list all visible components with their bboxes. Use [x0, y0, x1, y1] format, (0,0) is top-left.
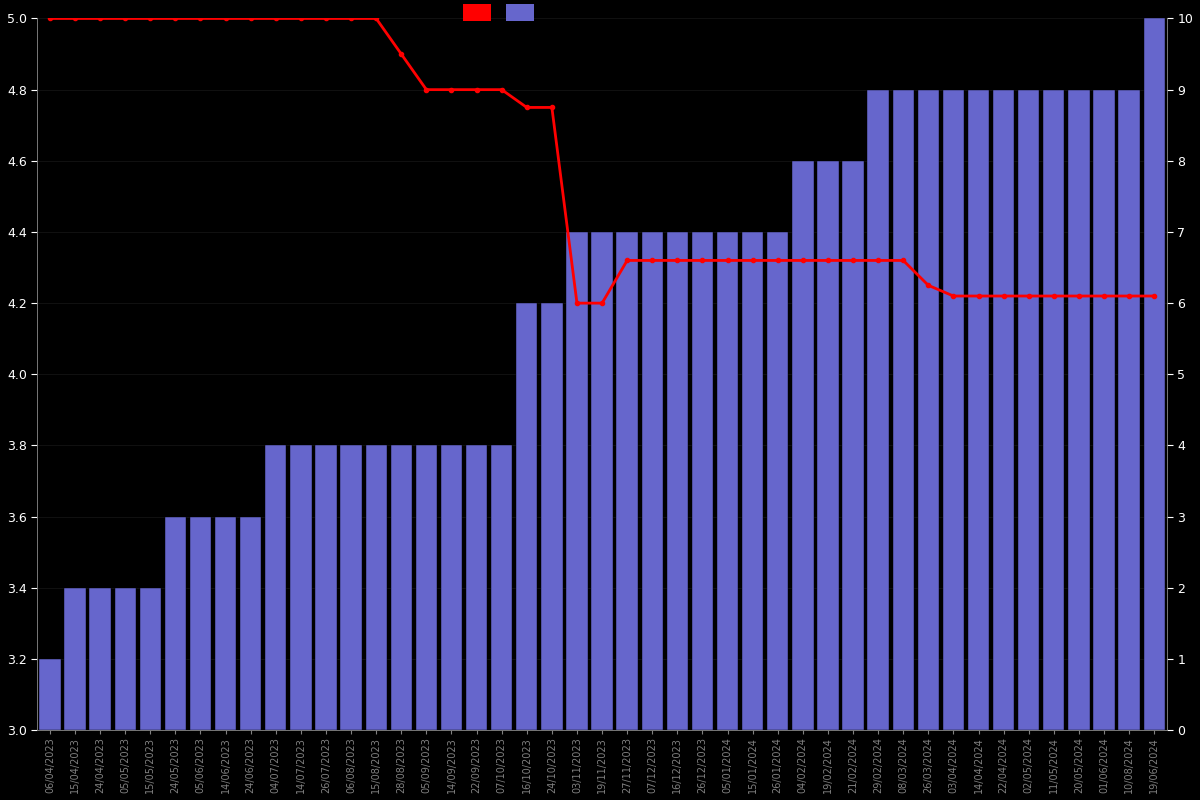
- Bar: [366, 446, 386, 730]
- Bar: [592, 232, 613, 730]
- Bar: [40, 659, 60, 730]
- Bar: [215, 517, 236, 730]
- Bar: [415, 446, 437, 730]
- Bar: [139, 588, 161, 730]
- Bar: [1068, 90, 1090, 730]
- Bar: [1144, 18, 1165, 730]
- Bar: [868, 90, 889, 730]
- Bar: [90, 588, 110, 730]
- Bar: [240, 517, 262, 730]
- Bar: [341, 446, 361, 730]
- Bar: [893, 90, 914, 730]
- Bar: [742, 232, 763, 730]
- Bar: [943, 90, 964, 730]
- Bar: [316, 446, 337, 730]
- Bar: [440, 446, 462, 730]
- Bar: [164, 517, 186, 730]
- Bar: [767, 232, 788, 730]
- Legend: , : ,: [463, 4, 538, 21]
- Bar: [265, 446, 287, 730]
- Bar: [667, 232, 688, 730]
- Bar: [918, 90, 940, 730]
- Bar: [65, 588, 85, 730]
- Bar: [566, 232, 588, 730]
- Bar: [992, 90, 1014, 730]
- Bar: [391, 446, 412, 730]
- Bar: [1018, 90, 1039, 730]
- Bar: [691, 232, 713, 730]
- Bar: [466, 446, 487, 730]
- Bar: [491, 446, 512, 730]
- Bar: [842, 161, 864, 730]
- Bar: [190, 517, 211, 730]
- Bar: [516, 303, 538, 730]
- Bar: [1043, 90, 1064, 730]
- Bar: [290, 446, 312, 730]
- Bar: [716, 232, 738, 730]
- Bar: [114, 588, 136, 730]
- Bar: [968, 90, 989, 730]
- Bar: [541, 303, 563, 730]
- Bar: [642, 232, 662, 730]
- Bar: [617, 232, 638, 730]
- Bar: [1118, 90, 1140, 730]
- Bar: [1093, 90, 1115, 730]
- Bar: [817, 161, 839, 730]
- Bar: [792, 161, 814, 730]
